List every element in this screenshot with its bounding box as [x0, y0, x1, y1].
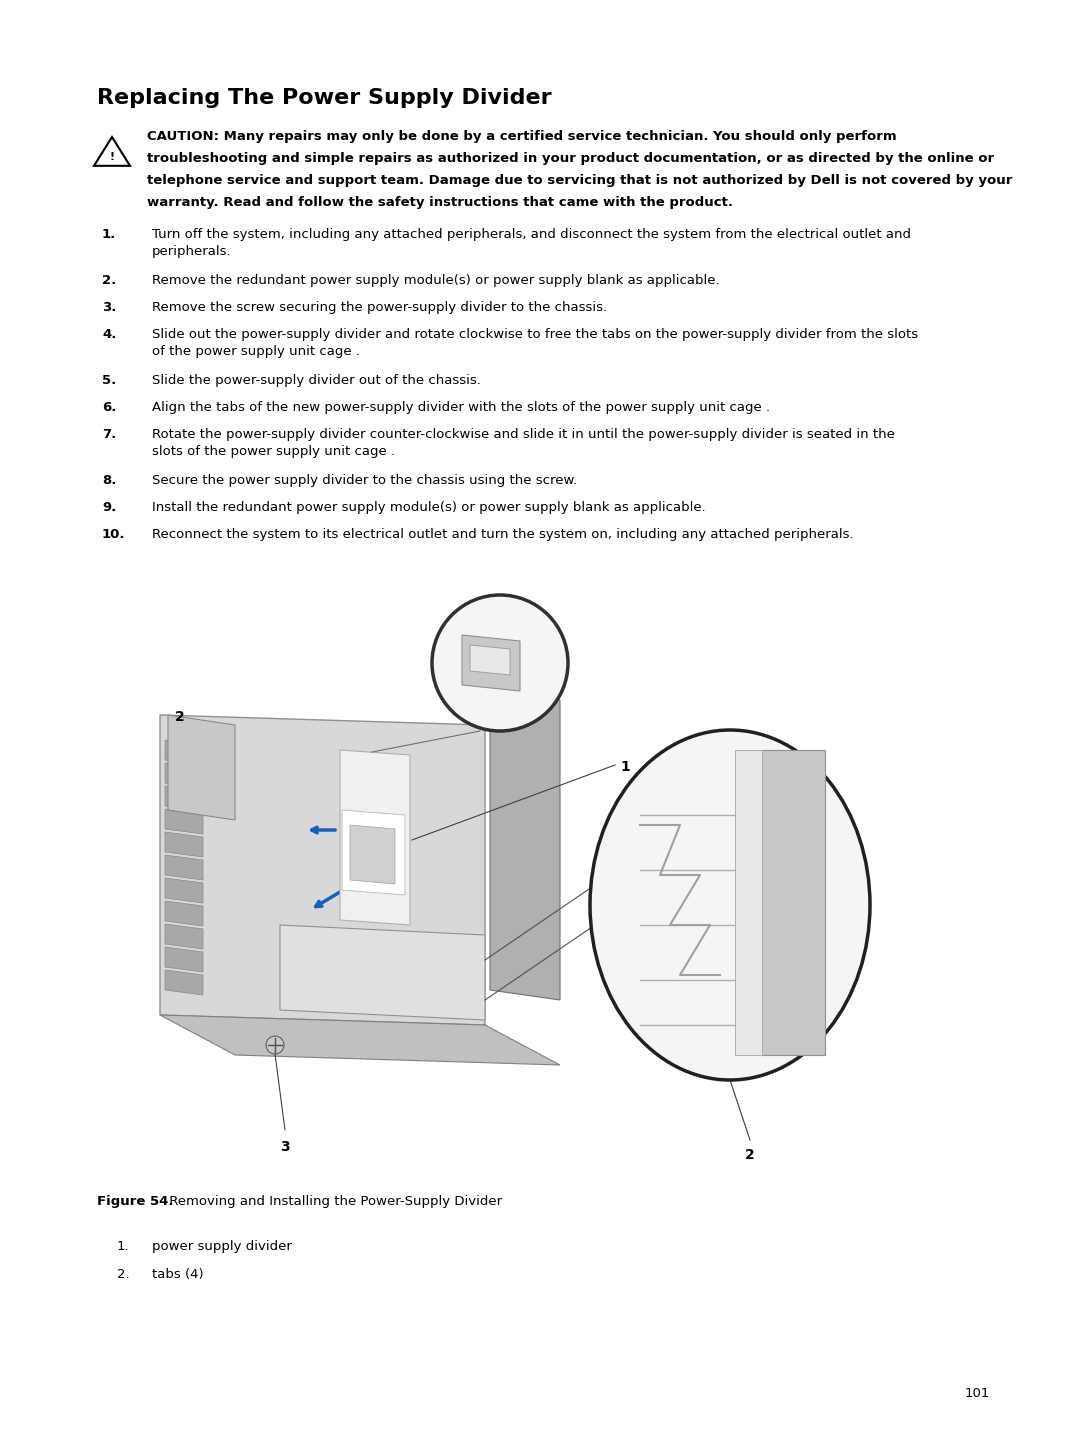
Polygon shape: [280, 925, 485, 1020]
Text: Replacing The Power Supply Divider: Replacing The Power Supply Divider: [97, 87, 552, 108]
Polygon shape: [390, 723, 445, 740]
Text: warranty. Read and follow the safety instructions that came with the product.: warranty. Read and follow the safety ins…: [147, 196, 733, 209]
Polygon shape: [470, 645, 510, 675]
Text: power supply divider: power supply divider: [152, 1240, 292, 1253]
Polygon shape: [165, 946, 203, 972]
Polygon shape: [462, 635, 519, 691]
Text: Install the redundant power supply module(s) or power supply blank as applicable: Install the redundant power supply modul…: [152, 500, 705, 513]
Text: 2: 2: [745, 1149, 755, 1162]
Polygon shape: [168, 716, 235, 820]
Text: Removing and Installing the Power-Supply Divider: Removing and Installing the Power-Supply…: [165, 1195, 502, 1207]
Polygon shape: [165, 878, 203, 903]
Polygon shape: [340, 750, 410, 925]
Polygon shape: [160, 1015, 561, 1065]
Text: 6.: 6.: [102, 402, 117, 414]
Polygon shape: [735, 750, 762, 1055]
Polygon shape: [165, 763, 203, 789]
Text: 9.: 9.: [102, 500, 117, 513]
Text: Figure 54.: Figure 54.: [97, 1195, 174, 1207]
Text: 2: 2: [175, 710, 185, 724]
Polygon shape: [160, 716, 485, 1025]
Text: Rotate the power-supply divider counter-clockwise and slide it in until the powe: Rotate the power-supply divider counter-…: [152, 427, 895, 457]
Text: troubleshooting and simple repairs as authorized in your product documentation, : troubleshooting and simple repairs as au…: [147, 152, 994, 165]
Circle shape: [432, 595, 568, 731]
Text: 3.: 3.: [102, 301, 117, 314]
Text: Reconnect the system to its electrical outlet and turn the system on, including : Reconnect the system to its electrical o…: [152, 528, 853, 541]
Text: Align the tabs of the new power-supply divider with the slots of the power suppl: Align the tabs of the new power-supply d…: [152, 402, 770, 414]
Text: 1.: 1.: [117, 1240, 130, 1253]
Text: Slide the power-supply divider out of the chassis.: Slide the power-supply divider out of th…: [152, 374, 481, 387]
Text: Turn off the system, including any attached peripherals, and disconnect the syst: Turn off the system, including any attac…: [152, 228, 912, 258]
Text: 101: 101: [964, 1387, 990, 1400]
Ellipse shape: [590, 730, 870, 1080]
Text: CAUTION: Many repairs may only be done by a certified service technician. You sh: CAUTION: Many repairs may only be done b…: [147, 130, 896, 143]
Text: 3: 3: [280, 1140, 289, 1154]
Text: Slide out the power-supply divider and rotate clockwise to free the tabs on the : Slide out the power-supply divider and r…: [152, 328, 918, 358]
Text: Remove the screw securing the power-supply divider to the chassis.: Remove the screw securing the power-supp…: [152, 301, 607, 314]
Text: 2.: 2.: [102, 274, 117, 287]
Text: 1: 1: [620, 760, 630, 774]
Text: Secure the power supply divider to the chassis using the screw.: Secure the power supply divider to the c…: [152, 475, 577, 488]
Text: !: !: [109, 152, 114, 162]
Polygon shape: [165, 740, 203, 764]
Text: 10.: 10.: [102, 528, 125, 541]
Polygon shape: [165, 832, 203, 858]
Polygon shape: [165, 969, 203, 995]
Circle shape: [266, 1035, 284, 1054]
Text: 7.: 7.: [102, 427, 117, 442]
Polygon shape: [165, 786, 203, 812]
Polygon shape: [342, 810, 405, 895]
Polygon shape: [350, 825, 395, 883]
Text: 8.: 8.: [102, 475, 117, 488]
Text: tabs (4): tabs (4): [152, 1268, 204, 1281]
Polygon shape: [490, 690, 561, 999]
Polygon shape: [165, 901, 203, 926]
Text: 4.: 4.: [102, 328, 117, 341]
Polygon shape: [760, 750, 825, 1055]
Polygon shape: [165, 855, 203, 880]
Text: 1.: 1.: [102, 228, 117, 241]
Polygon shape: [165, 923, 203, 949]
Text: 5.: 5.: [102, 374, 117, 387]
Text: telephone service and support team. Damage due to servicing that is not authoriz: telephone service and support team. Dama…: [147, 174, 1012, 186]
Polygon shape: [165, 809, 203, 835]
Text: Remove the redundant power supply module(s) or power supply blank as applicable.: Remove the redundant power supply module…: [152, 274, 719, 287]
Text: 2.: 2.: [117, 1268, 130, 1281]
